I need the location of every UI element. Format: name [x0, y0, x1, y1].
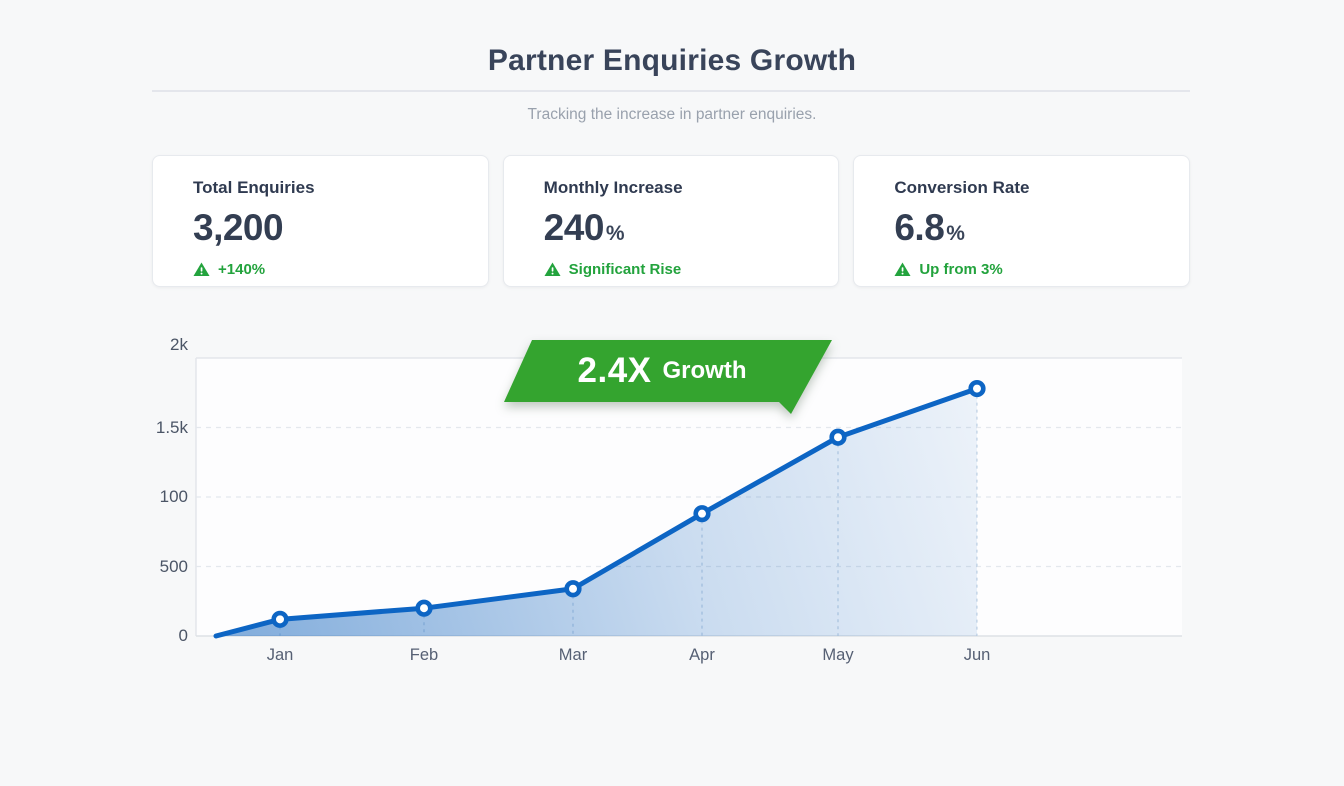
x-tick-label: May: [822, 646, 854, 664]
card-delta-text: +140%: [218, 260, 266, 278]
y-tick-label: 100: [159, 487, 188, 506]
card-value: 240: [543, 207, 605, 248]
growth-banner: 2.4X Growth: [502, 336, 844, 416]
data-point[interactable]: [829, 428, 847, 446]
y-tick-label: 1.5k: [155, 417, 188, 437]
x-tick-label: Mar: [558, 646, 588, 664]
data-point[interactable]: [564, 580, 582, 598]
triangle-up-icon: [544, 262, 561, 276]
card-label: Monthly Increase: [543, 178, 683, 197]
growth-banner-ribbon: 2.4X Growth: [504, 340, 832, 414]
triangle-up-icon: [193, 262, 210, 276]
growth-banner-text: 2.4X Growth: [504, 340, 822, 402]
y-tick-label: 500: [159, 556, 188, 576]
chart-plot-area: [195, 357, 1182, 639]
card-value-row: 240%: [543, 207, 811, 249]
page-subtitle: Tracking the increase in partner enquiri…: [527, 106, 817, 123]
triangle-up-icon: [894, 262, 911, 276]
card-monthly-increase: Monthly Increase 240% Significant Rise: [502, 155, 840, 287]
card-label: Conversion Rate: [894, 178, 1030, 197]
growth-label: Growth: [662, 357, 747, 384]
data-point[interactable]: [415, 599, 433, 617]
card-value-suffix: %: [605, 222, 625, 245]
card-value: 3,200: [193, 207, 284, 248]
data-point[interactable]: [968, 379, 986, 398]
x-tick-label: Apr: [689, 646, 715, 664]
card-delta-text: Significant Rise: [568, 260, 682, 278]
enquiries-area-chart: 0 500 100 1.5k 2k Jan Feb Mar Apr May Jun 2.4X Gr…: [150, 330, 1194, 686]
x-tick-label: Feb: [409, 646, 439, 664]
page-title: Partner Enquiries Growth: [487, 44, 857, 77]
y-tick-label: 2k: [170, 335, 188, 354]
card-value-row: 3,200: [193, 207, 460, 249]
card-value: 6.8: [894, 207, 945, 248]
card-delta: Up from 3%: [894, 261, 1161, 278]
card-value-suffix: %: [946, 222, 965, 245]
stat-cards-row: Total Enquiries 3,200 +140% Monthly Incr…: [152, 155, 1191, 287]
card-label: Total Enquiries: [193, 178, 315, 197]
data-point[interactable]: [693, 505, 711, 523]
header-divider: [152, 90, 1190, 92]
x-tick-label: Jan: [266, 646, 294, 664]
card-value-row: 6.8%: [894, 207, 1161, 249]
area-fill: [216, 388, 977, 636]
growth-multiplier: 2.4X: [577, 351, 652, 390]
data-point[interactable]: [271, 610, 289, 628]
card-delta: +140%: [193, 261, 460, 278]
card-delta: Significant Rise: [544, 261, 811, 278]
card-total-enquiries: Total Enquiries 3,200 +140%: [152, 155, 489, 287]
card-conversion-rate: Conversion Rate 6.8% Up from 3%: [853, 155, 1191, 287]
y-tick-label: 0: [178, 626, 188, 645]
card-delta-text: Up from 3%: [919, 260, 1003, 278]
x-tick-label: Jun: [963, 646, 991, 664]
